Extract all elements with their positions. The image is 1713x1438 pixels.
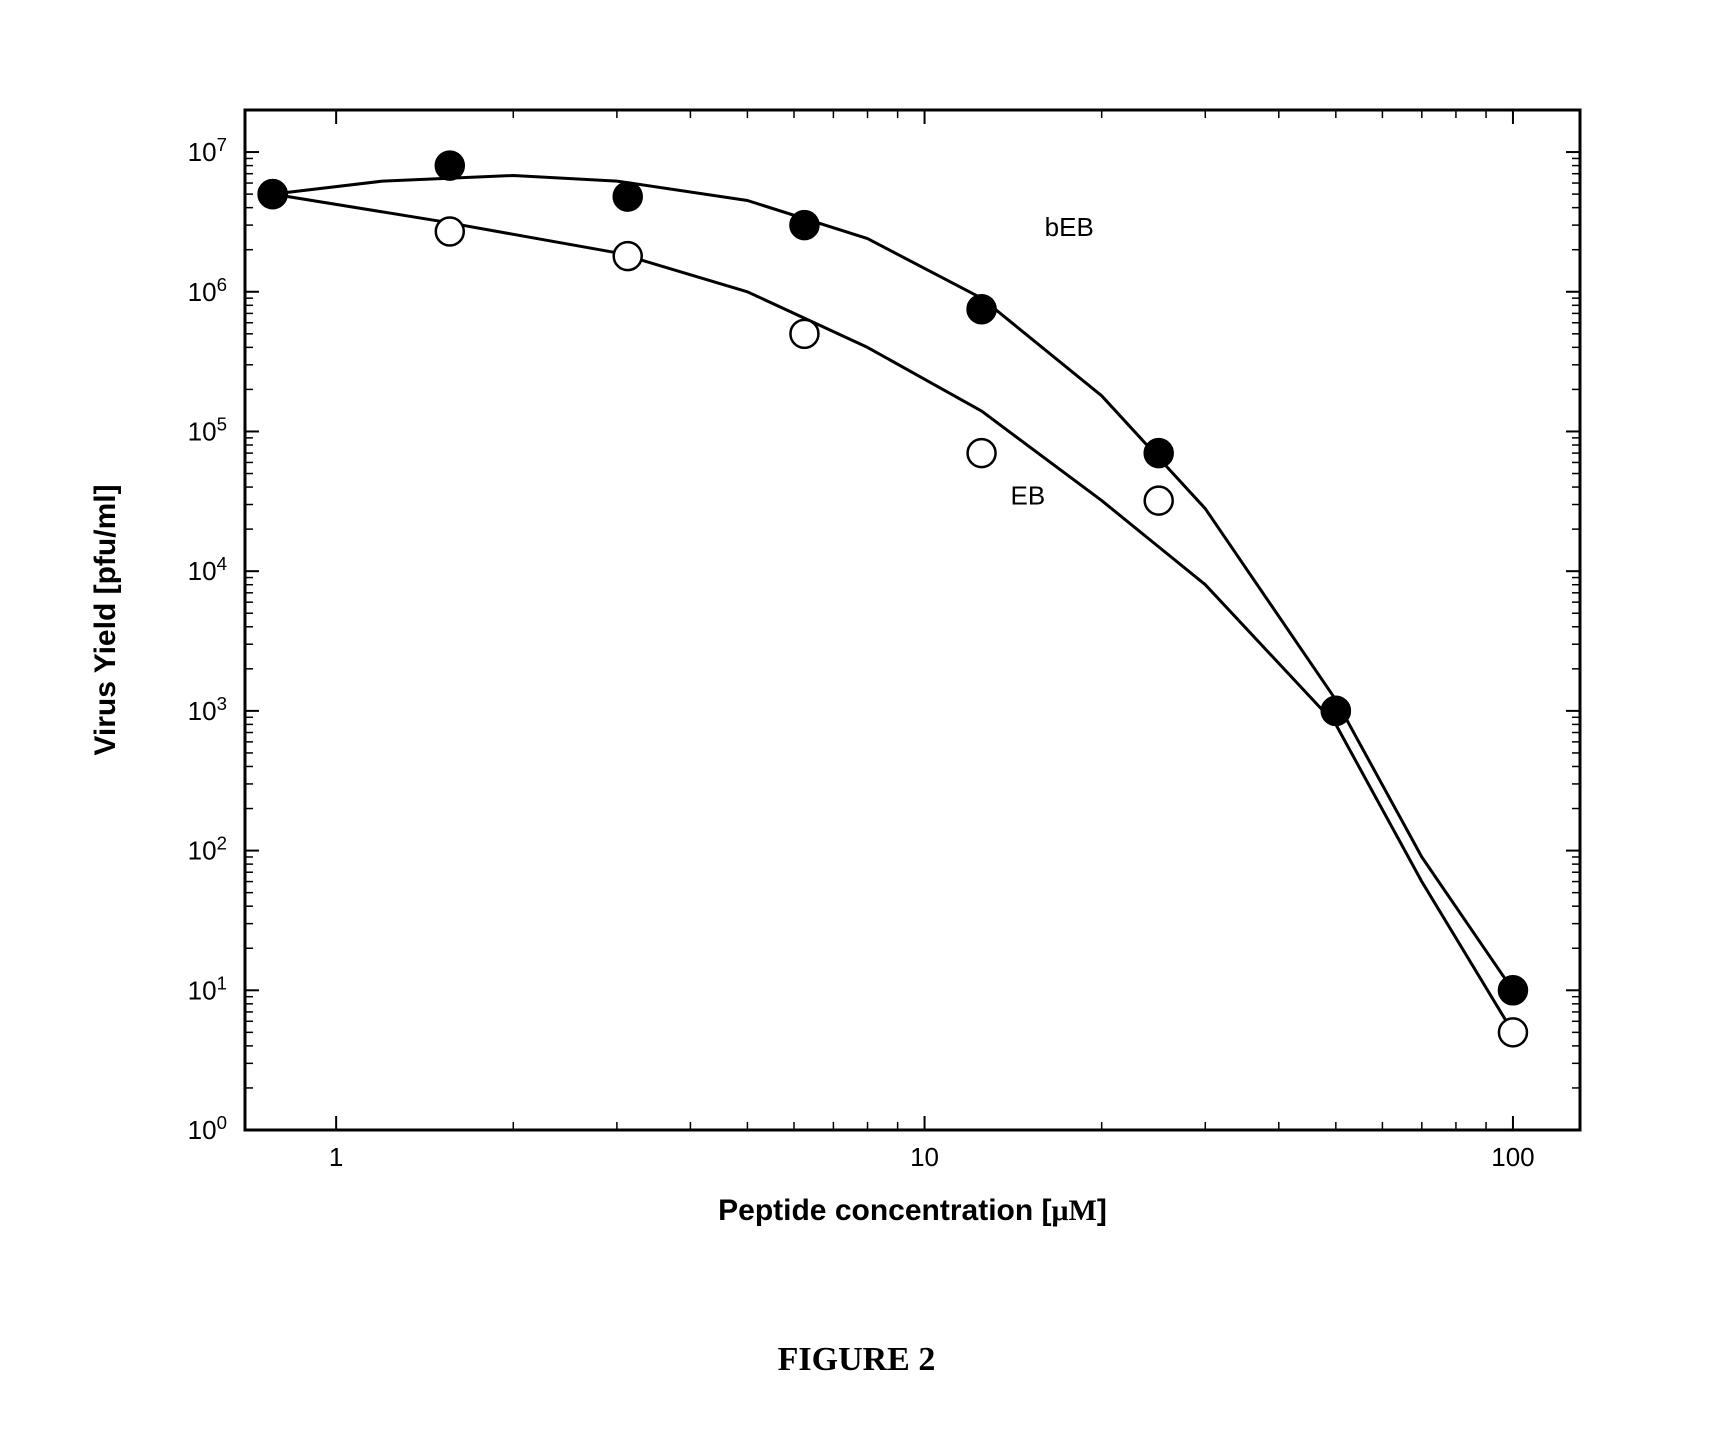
marker-bEB xyxy=(614,183,642,211)
ytick-label: 105 xyxy=(188,413,227,447)
marker-EB xyxy=(436,217,464,245)
ytick-label: 103 xyxy=(188,692,227,726)
y-axis-label: Virus Yield [pfu/ml] xyxy=(89,484,122,755)
series-label-EB: EB xyxy=(1011,481,1046,511)
marker-bEB xyxy=(1145,439,1173,467)
chart-svg: 1 10 100 100 101 102 103 104 105 106 107 Peptide co… xyxy=(0,0,1713,1438)
x-axis-label: Peptide concentration [μM] xyxy=(718,1194,1107,1227)
ytick-label: 102 xyxy=(188,832,227,866)
figure-container: 1 10 100 100 101 102 103 104 105 106 107 Peptide co… xyxy=(0,0,1713,1438)
series-label-bEB: bEB xyxy=(1045,212,1094,242)
xtick-label: 10 xyxy=(910,1142,939,1172)
marker-EB xyxy=(1145,487,1173,515)
marker-EB xyxy=(1499,1018,1527,1046)
marker-bEB xyxy=(790,211,818,239)
ytick-label: 106 xyxy=(188,273,227,307)
marker-bEB xyxy=(1322,697,1350,725)
marker-bEB xyxy=(968,295,996,323)
xtick-label: 1 xyxy=(329,1142,343,1172)
xtick-label: 100 xyxy=(1491,1142,1534,1172)
marker-bEB xyxy=(259,180,287,208)
ytick-label: 104 xyxy=(188,553,227,587)
ytick-label: 100 xyxy=(188,1112,227,1146)
ytick-label: 107 xyxy=(188,134,227,168)
marker-bEB xyxy=(1499,976,1527,1004)
marker-EB xyxy=(614,242,642,270)
ytick-label: 101 xyxy=(188,972,227,1006)
marker-EB xyxy=(790,320,818,348)
marker-bEB xyxy=(436,152,464,180)
marker-EB xyxy=(968,439,996,467)
figure-caption: FIGURE 2 xyxy=(778,1341,936,1378)
